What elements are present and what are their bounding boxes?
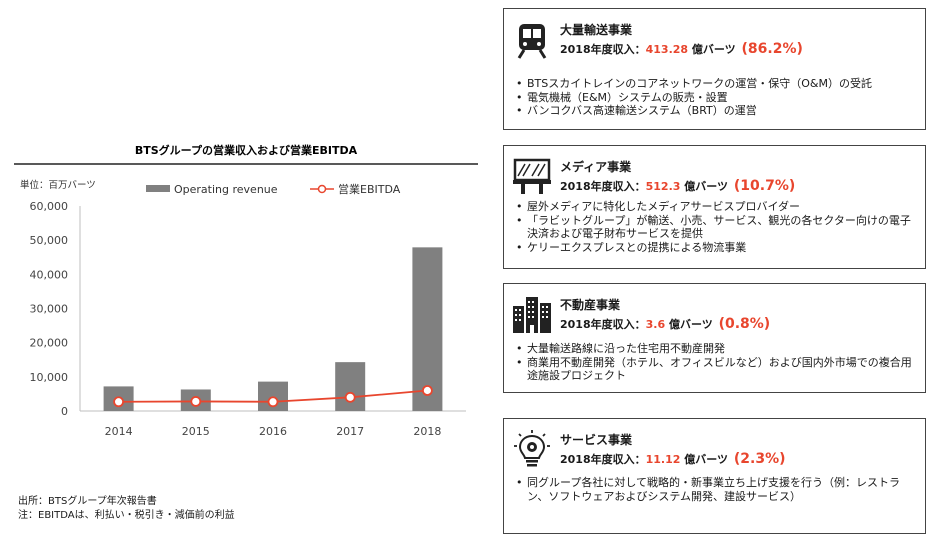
x-tick-label: 2018 <box>413 425 441 438</box>
bullet-item: バンコクバス高速輸送システム（BRT）の運営 <box>514 104 917 118</box>
y-tick-label: 30,000 <box>30 303 69 316</box>
revenue-share: (86.2%) <box>741 41 803 57</box>
legend: Operating revenue 営業EBITDA <box>146 182 401 196</box>
y-axis-ticks: 60,000 50,000 40,000 30,000 20,000 10,000 0 <box>30 200 69 418</box>
legend-bar-swatch <box>146 185 170 192</box>
bullet-item: BTSスカイトレインのコアネットワークの運営・保守（O&M）の受託 <box>514 77 917 91</box>
bullet-item: 電気機械（E&M）システムの販売・設置 <box>514 91 917 105</box>
legend-line-label: 営業EBITDA <box>338 182 401 196</box>
legend-bar-label: Operating revenue <box>174 183 278 196</box>
ebitda-point <box>267 396 279 408</box>
revenue-prefix: 2018年度収入： <box>560 43 646 56</box>
x-tick-label: 2016 <box>259 425 287 438</box>
revenue-unit: 億バーツ <box>680 453 729 466</box>
bullet-item: 大量輸送路線に沿った住宅用不動産開発 <box>514 342 917 356</box>
revenue-bar <box>412 247 443 411</box>
revenue-value: 413.28 <box>645 43 689 56</box>
revenue-prefix: 2018年度収入： <box>560 318 646 331</box>
segment-mass-transit: 大量輸送事業 2018年度収入：413.28 億バーツ (86.2%) BTSス… <box>503 8 926 130</box>
revenue-prefix: 2018年度収入： <box>560 453 646 466</box>
ebitda-point <box>113 396 124 408</box>
segment-bullets: 屋外メディアに特化したメディアサービスプロバイダー 「ラビットグループ」が輸送、… <box>514 200 917 254</box>
revenue-share: (10.7%) <box>733 178 796 194</box>
segment-bullets: 同グループ各社に対して戦略的・新事業立ち上げ支援を行う（例：レストラン、ソフトウ… <box>514 476 917 503</box>
ebitda-series <box>113 385 433 408</box>
revenue-share: (0.8%) <box>718 316 771 332</box>
definition-note: 注：EBITDAは、利払い・税引き・減価前の利益 <box>18 510 235 521</box>
segment-name: メディア事業 <box>560 160 632 174</box>
revenue-unit: 億バーツ <box>680 180 729 193</box>
billboard-icon <box>513 158 551 194</box>
bullet-item: ケリーエクスプレスとの提携による物流事業 <box>514 241 917 255</box>
lightbulb-gear-icon <box>514 430 550 467</box>
revenue-value: 512.3 <box>645 180 681 193</box>
segment-bullets: BTSスカイトレインのコアネットワークの運営・保守（O&M）の受託 電気機械（E… <box>514 77 917 118</box>
revenue-bars <box>103 247 443 411</box>
segment-revenue: 2018年度収入：3.6 億バーツ (0.8%) <box>560 316 770 332</box>
revenue-unit: 億バーツ <box>688 43 736 56</box>
revenue-value: 11.12 <box>645 453 681 466</box>
source-note: 出所：BTSグループ年次報告書 <box>18 496 157 507</box>
revenue-ebitda-chart: BTSグループの営業収入および営業EBITDA 単位：百万バーツ Operati… <box>14 143 478 438</box>
segment-name: サービス事業 <box>560 433 633 447</box>
y-tick-label: 20,000 <box>30 337 69 350</box>
buildings-icon <box>513 297 551 333</box>
segment-revenue: 2018年度収入：512.3 億バーツ (10.7%) <box>560 178 795 194</box>
y-tick-label: 40,000 <box>30 268 69 281</box>
y-tick-label: 10,000 <box>30 371 69 384</box>
bullet-item: 同グループ各社に対して戦略的・新事業立ち上げ支援を行う（例：レストラン、ソフトウ… <box>514 476 917 503</box>
revenue-prefix: 2018年度収入： <box>560 180 646 193</box>
x-tick-label: 2017 <box>336 425 364 438</box>
chart-title: BTSグループの営業収入および営業EBITDA <box>135 143 358 157</box>
unit-label: 単位：百万バーツ <box>20 179 96 191</box>
y-tick-label: 0 <box>61 405 68 418</box>
x-tick-label: 2015 <box>182 425 210 438</box>
revenue-value: 3.6 <box>645 318 666 331</box>
x-tick-label: 2014 <box>105 425 133 438</box>
y-tick-label: 50,000 <box>30 234 69 247</box>
segment-name: 大量輸送事業 <box>560 23 633 37</box>
segment-revenue: 2018年度収入：413.28 億バーツ (86.2%) <box>560 41 803 57</box>
revenue-unit: 億バーツ <box>665 318 713 331</box>
footnotes: 出所：BTSグループ年次報告書 注：EBITDAは、利払い・税引き・減価前の利益 <box>18 495 235 523</box>
segment-revenue: 2018年度収入：11.12 億バーツ (2.3%) <box>560 451 786 467</box>
train-icon <box>517 24 547 59</box>
segment-services: サービス事業 2018年度収入：11.12 億バーツ (2.3%) 同グループ各… <box>503 418 926 534</box>
bullet-item: 屋外メディアに特化したメディアサービスプロバイダー <box>514 200 917 214</box>
segment-media: メディア事業 2018年度収入：512.3 億バーツ (10.7%) 屋外メディ… <box>503 145 926 269</box>
ebitda-point <box>421 385 433 396</box>
x-axis-ticks: 2014 2015 2016 2017 2018 <box>105 425 442 438</box>
bullet-item: 「ラビットグループ」が輸送、小売、サービス、観光の各セクター向けの電子決済および… <box>514 214 917 241</box>
revenue-bar <box>335 362 366 411</box>
y-tick-label: 60,000 <box>30 200 69 213</box>
segment-real-estate: 不動産事業 2018年度収入：3.6 億バーツ (0.8%) 大量輸送路線に沿っ… <box>503 283 926 393</box>
bullet-item: 商業用不動産開発（ホテル、オフィスビルなど）および国内外市場での複合用途施設プロ… <box>514 356 917 383</box>
ebitda-point <box>344 391 356 403</box>
segment-bullets: 大量輸送路線に沿った住宅用不動産開発 商業用不動産開発（ホテル、オフィスビルなど… <box>514 342 917 383</box>
segment-name: 不動産事業 <box>560 298 621 312</box>
revenue-share: (2.3%) <box>733 451 786 467</box>
legend-line-marker <box>317 184 327 194</box>
ebitda-point <box>190 396 202 407</box>
